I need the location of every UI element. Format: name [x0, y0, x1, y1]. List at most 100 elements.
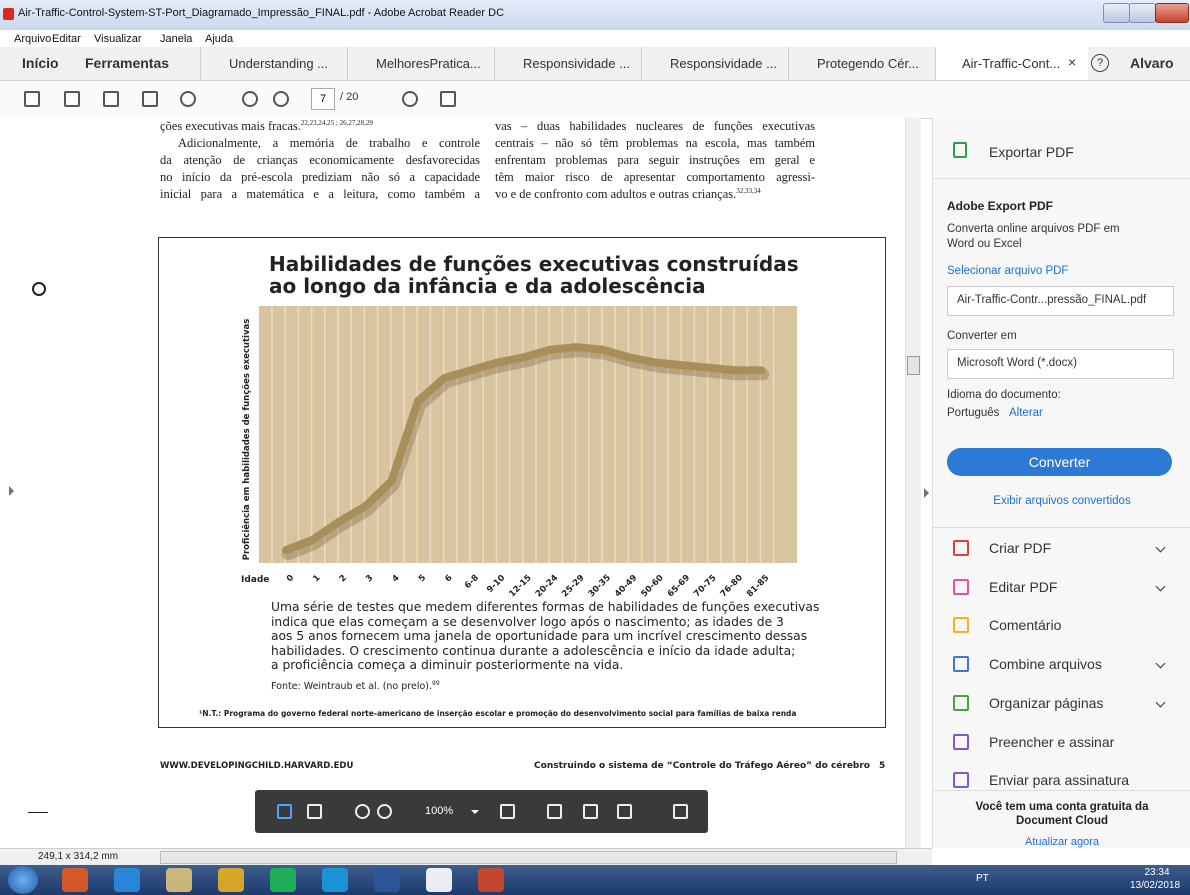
upgrade-link[interactable]: Atualizar agora: [1025, 836, 1099, 848]
taskbar-app[interactable]: [478, 868, 504, 892]
panel-toggle[interactable]: [924, 488, 929, 498]
chart-caption: a proficiência começa a diminuir posteri…: [271, 658, 624, 673]
menu-item[interactable]: Arquivo: [14, 33, 52, 45]
x-axis-label: Idade: [241, 575, 269, 585]
convert-button[interactable]: Converter: [947, 448, 1172, 476]
upload-button[interactable]: [64, 91, 80, 107]
taskbar-app[interactable]: [62, 868, 88, 892]
page-input[interactable]: 7: [311, 88, 335, 110]
page-total: / 20: [340, 91, 359, 103]
line: [282, 343, 766, 555]
tool-icon: [953, 540, 969, 556]
zoom-out-button[interactable]: [355, 804, 370, 819]
left-panel-toggle[interactable]: [9, 486, 14, 496]
help-button[interactable]: ?: [1091, 54, 1109, 72]
view-converted-link[interactable]: Exibir arquivos convertidos: [993, 495, 1131, 507]
page-view-button[interactable]: [547, 804, 562, 819]
user-name[interactable]: Alvaro: [1130, 55, 1174, 71]
tool-label[interactable]: Preencher e assinar: [989, 733, 1115, 750]
body-text-line: têm maior risco de apresentar comportame…: [495, 170, 815, 184]
maximize-button[interactable]: [1129, 3, 1156, 23]
rotate-button[interactable]: [583, 804, 598, 819]
format-select[interactable]: Microsoft Word (*.docx): [947, 349, 1174, 379]
prev-page-button[interactable]: [242, 91, 258, 107]
chart-caption: habilidades. O crescimento continua dura…: [271, 643, 796, 658]
body-text-line: ções executivas mais fracas.22,23,24,25 …: [160, 119, 373, 134]
zoom-dropdown[interactable]: [471, 810, 479, 814]
taskbar-app[interactable]: [322, 868, 348, 892]
save-button[interactable]: [24, 91, 40, 107]
body-text-line: vas – duas habilidades nucleares de funç…: [495, 119, 815, 133]
tab-close[interactable]: ×: [1068, 54, 1077, 70]
export-title[interactable]: Exportar PDF: [989, 144, 1074, 160]
tool-label[interactable]: Organizar páginas: [989, 694, 1104, 711]
print-button[interactable]: [103, 91, 119, 107]
home-tab[interactable]: Início: [22, 55, 59, 71]
document-tab[interactable]: MelhoresPratica...: [347, 47, 494, 80]
horizontal-scrollbar[interactable]: [160, 851, 897, 864]
hand-button[interactable]: [307, 804, 322, 819]
tool-label[interactable]: Editar PDF: [989, 578, 1058, 595]
document-tab[interactable]: Responsividade ...: [494, 47, 641, 80]
fit-page-button[interactable]: [500, 804, 515, 819]
change-language-link[interactable]: Alterar: [1009, 407, 1043, 419]
highlight-button[interactable]: [440, 91, 456, 107]
comment-button[interactable]: [402, 91, 418, 107]
format-value: Microsoft Word (*.docx): [957, 357, 1077, 369]
expand-caret[interactable]: [1155, 697, 1166, 708]
document-tab[interactable]: Understanding ...: [200, 47, 347, 80]
scroll-thumb[interactable]: [907, 356, 920, 375]
taskbar: PT 23:34 13/02/2018: [0, 865, 1190, 895]
export-icon: [953, 142, 967, 158]
zoom-in-button[interactable]: [377, 804, 392, 819]
file-field[interactable]: Air-Traffic-Contr...pressão_FINAL.pdf: [947, 286, 1174, 316]
full-screen-button[interactable]: [617, 804, 632, 819]
document-view: ções executivas mais fracas.22,23,24,25 …: [0, 118, 905, 848]
taskbar-app[interactable]: [270, 868, 296, 892]
taskbar-app[interactable]: [114, 868, 140, 892]
menu-item[interactable]: Visualizar: [94, 33, 142, 45]
promo-text: Você tem uma conta gratuita da Document …: [975, 801, 1149, 827]
tool-label[interactable]: Enviar para assinatura: [989, 772, 1130, 789]
menu-item[interactable]: Editar: [52, 33, 81, 45]
document-tab[interactable]: Protegendo Cér...: [788, 47, 935, 80]
x-tick-label: 6: [443, 573, 454, 584]
document-tab-label: Air-Traffic-Cont...: [962, 56, 1061, 71]
minimize-button[interactable]: [1103, 3, 1130, 23]
taskbar-app[interactable]: [374, 868, 400, 892]
close-button[interactable]: [1155, 3, 1189, 23]
input-language[interactable]: PT: [976, 873, 989, 884]
taskbar-app[interactable]: [426, 868, 452, 892]
document-tab[interactable]: Responsividade ...: [641, 47, 788, 80]
menu-item[interactable]: Janela: [160, 33, 193, 45]
tool-label[interactable]: Comentário: [989, 617, 1062, 634]
document-tab-label: Understanding ...: [229, 56, 329, 71]
search-button[interactable]: [180, 91, 196, 107]
reference: 99: [432, 680, 440, 687]
taskbar-app[interactable]: [218, 868, 244, 892]
tool-label[interactable]: Criar PDF: [989, 540, 1052, 556]
y-axis-label: Proficiência em habilidades de funções e…: [241, 319, 252, 561]
tools-tab[interactable]: Ferramentas: [85, 55, 170, 71]
start-button[interactable]: [8, 866, 38, 894]
expand-caret[interactable]: [1155, 658, 1166, 669]
zoom-level[interactable]: 100%: [425, 805, 454, 817]
expand-caret[interactable]: [1155, 581, 1166, 592]
chart-caption: indica que elas começam a se desenvolver…: [271, 614, 784, 629]
select-file-link[interactable]: Selecionar arquivo PDF: [947, 265, 1069, 277]
reference: 32,33,34: [736, 187, 761, 195]
tab-bar: Início Ferramentas Understanding ... Melhor…: [0, 47, 1190, 81]
x-tick-label: 4: [390, 573, 401, 584]
taskbar-app[interactable]: [166, 868, 192, 892]
email-button[interactable]: [142, 91, 158, 107]
document-tab[interactable]: Air-Traffic-Cont... ×: [935, 47, 1088, 80]
menu-item[interactable]: Ajuda: [205, 33, 234, 45]
share-button[interactable]: [673, 804, 688, 819]
expand-caret[interactable]: [1155, 542, 1166, 553]
tool-label[interactable]: Combine arquivos: [989, 656, 1102, 673]
next-page-button[interactable]: [273, 91, 289, 107]
select-button[interactable]: [277, 804, 292, 819]
chart-caption: Uma série de testes que medem diferentes…: [271, 600, 820, 614]
body-text-line: inicial para a matemática e a leitura, c…: [160, 187, 480, 201]
body-text-line: Adicionalmente, a memória de trabalho e …: [178, 136, 480, 150]
